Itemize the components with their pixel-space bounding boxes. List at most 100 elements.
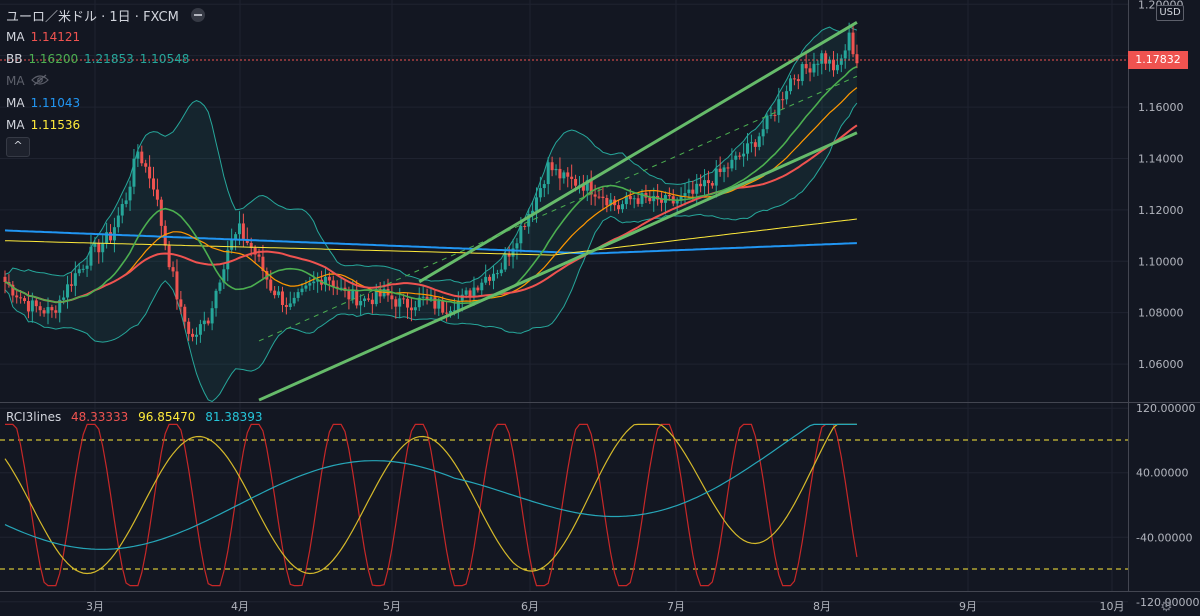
candle-body bbox=[253, 247, 257, 255]
ma-hidden-name: MA bbox=[6, 74, 25, 88]
chart-legend: ユーロ／米ドル · 1日 · FXCM MA 1.14121 BB 1.1620… bbox=[6, 4, 306, 158]
ma2-value: 1.11043 bbox=[30, 96, 81, 110]
candle-body bbox=[730, 159, 734, 169]
candle-body bbox=[38, 306, 42, 311]
rci-name: RCI3lines bbox=[6, 410, 62, 424]
candle-body bbox=[679, 195, 683, 201]
candle-body bbox=[105, 232, 109, 244]
candle-body bbox=[327, 276, 331, 281]
candle-body bbox=[234, 234, 238, 240]
middle-channel-line[interactable] bbox=[258, 75, 858, 342]
candle-body bbox=[19, 297, 23, 299]
candle-body bbox=[570, 176, 574, 179]
symbol-title[interactable]: ユーロ／米ドル · 1日 · FXCM bbox=[6, 9, 179, 25]
candle-body bbox=[109, 232, 113, 241]
candle-body bbox=[370, 299, 374, 305]
legend-ma-hidden[interactable]: MA bbox=[6, 70, 306, 92]
candle-body bbox=[515, 243, 519, 249]
candle-body bbox=[534, 197, 538, 211]
candle-body bbox=[210, 308, 214, 324]
candle-body bbox=[499, 269, 503, 274]
eye-hidden-icon[interactable] bbox=[30, 74, 49, 89]
candle-body bbox=[464, 290, 468, 295]
candle-body bbox=[507, 254, 511, 257]
legend-ma1[interactable]: MA 1.14121 bbox=[6, 26, 306, 48]
candle-body bbox=[777, 99, 781, 115]
upper-channel-line[interactable] bbox=[418, 20, 858, 284]
candle-body bbox=[511, 248, 515, 257]
candle-body bbox=[62, 297, 66, 300]
candle-body bbox=[363, 298, 367, 301]
candle-body bbox=[757, 136, 761, 147]
candle-body bbox=[417, 297, 421, 308]
candle-body bbox=[120, 204, 124, 216]
legend-bb[interactable]: BB 1.16200 1.21853 1.10548 bbox=[6, 48, 306, 70]
candle-body bbox=[136, 151, 140, 159]
candle-body bbox=[843, 50, 847, 59]
candle-body bbox=[85, 265, 89, 269]
candle-body bbox=[194, 334, 198, 337]
candle-body bbox=[710, 183, 714, 186]
candle-body bbox=[187, 321, 191, 334]
ma3-name: MA bbox=[6, 118, 25, 132]
bollinger-basis-line bbox=[4, 65, 858, 305]
candle-body bbox=[460, 294, 464, 301]
candle-body bbox=[140, 151, 144, 164]
candle-body bbox=[839, 58, 843, 65]
candle-body bbox=[69, 284, 73, 286]
candle-body bbox=[585, 180, 589, 191]
grid bbox=[0, 0, 1128, 603]
trend-lines[interactable] bbox=[258, 20, 858, 402]
candle-body bbox=[347, 291, 351, 300]
minus-circle-icon[interactable] bbox=[190, 8, 205, 22]
candle-body bbox=[288, 303, 292, 307]
gear-icon[interactable]: ⚙ bbox=[1160, 599, 1173, 615]
candle-body bbox=[746, 143, 750, 154]
legend-ma2[interactable]: MA 1.11043 bbox=[6, 92, 306, 114]
candle-body bbox=[159, 199, 163, 226]
candle-body bbox=[675, 200, 679, 204]
candle-body bbox=[323, 276, 327, 285]
candle-body bbox=[23, 298, 27, 302]
candle-body bbox=[703, 180, 707, 187]
candle-body bbox=[495, 273, 499, 275]
candle-body bbox=[812, 63, 816, 73]
candle-body bbox=[73, 273, 77, 286]
chevron-up-icon[interactable]: ^ bbox=[6, 137, 30, 157]
candle-body bbox=[640, 192, 644, 204]
candle-body bbox=[667, 194, 671, 197]
candle-body bbox=[550, 162, 554, 171]
candle-body bbox=[366, 298, 370, 300]
candle-body bbox=[718, 168, 722, 173]
candle-body bbox=[449, 310, 453, 314]
candle-body bbox=[742, 153, 746, 157]
rci-legend[interactable]: RCI3lines 48.33333 96.85470 81.38393 bbox=[6, 410, 268, 424]
candle-body bbox=[269, 279, 273, 291]
candle-body bbox=[30, 300, 34, 312]
candle-body bbox=[765, 115, 769, 130]
candle-body bbox=[296, 292, 300, 298]
candle-body bbox=[628, 195, 632, 200]
candle-body bbox=[480, 282, 484, 291]
candle-body bbox=[554, 168, 558, 171]
candle-body bbox=[116, 215, 120, 228]
candle-body bbox=[163, 225, 167, 246]
candle-body bbox=[734, 155, 738, 160]
candle-body bbox=[359, 300, 363, 306]
candle-body bbox=[714, 168, 718, 186]
candle-body bbox=[58, 299, 62, 313]
candle-body bbox=[636, 198, 640, 204]
candle-body bbox=[632, 198, 636, 200]
candle-body bbox=[609, 199, 613, 206]
lower-channel-line[interactable] bbox=[258, 131, 858, 402]
candle-body bbox=[617, 205, 621, 210]
candle-body bbox=[355, 289, 359, 306]
candle-body bbox=[566, 172, 570, 177]
legend-ma3[interactable]: MA 1.11536 bbox=[6, 114, 306, 136]
currency-badge[interactable]: USD bbox=[1156, 5, 1184, 21]
candle-body bbox=[531, 210, 535, 214]
candle-body bbox=[796, 79, 800, 82]
candle-body bbox=[792, 78, 796, 80]
ma1-name: MA bbox=[6, 30, 25, 44]
